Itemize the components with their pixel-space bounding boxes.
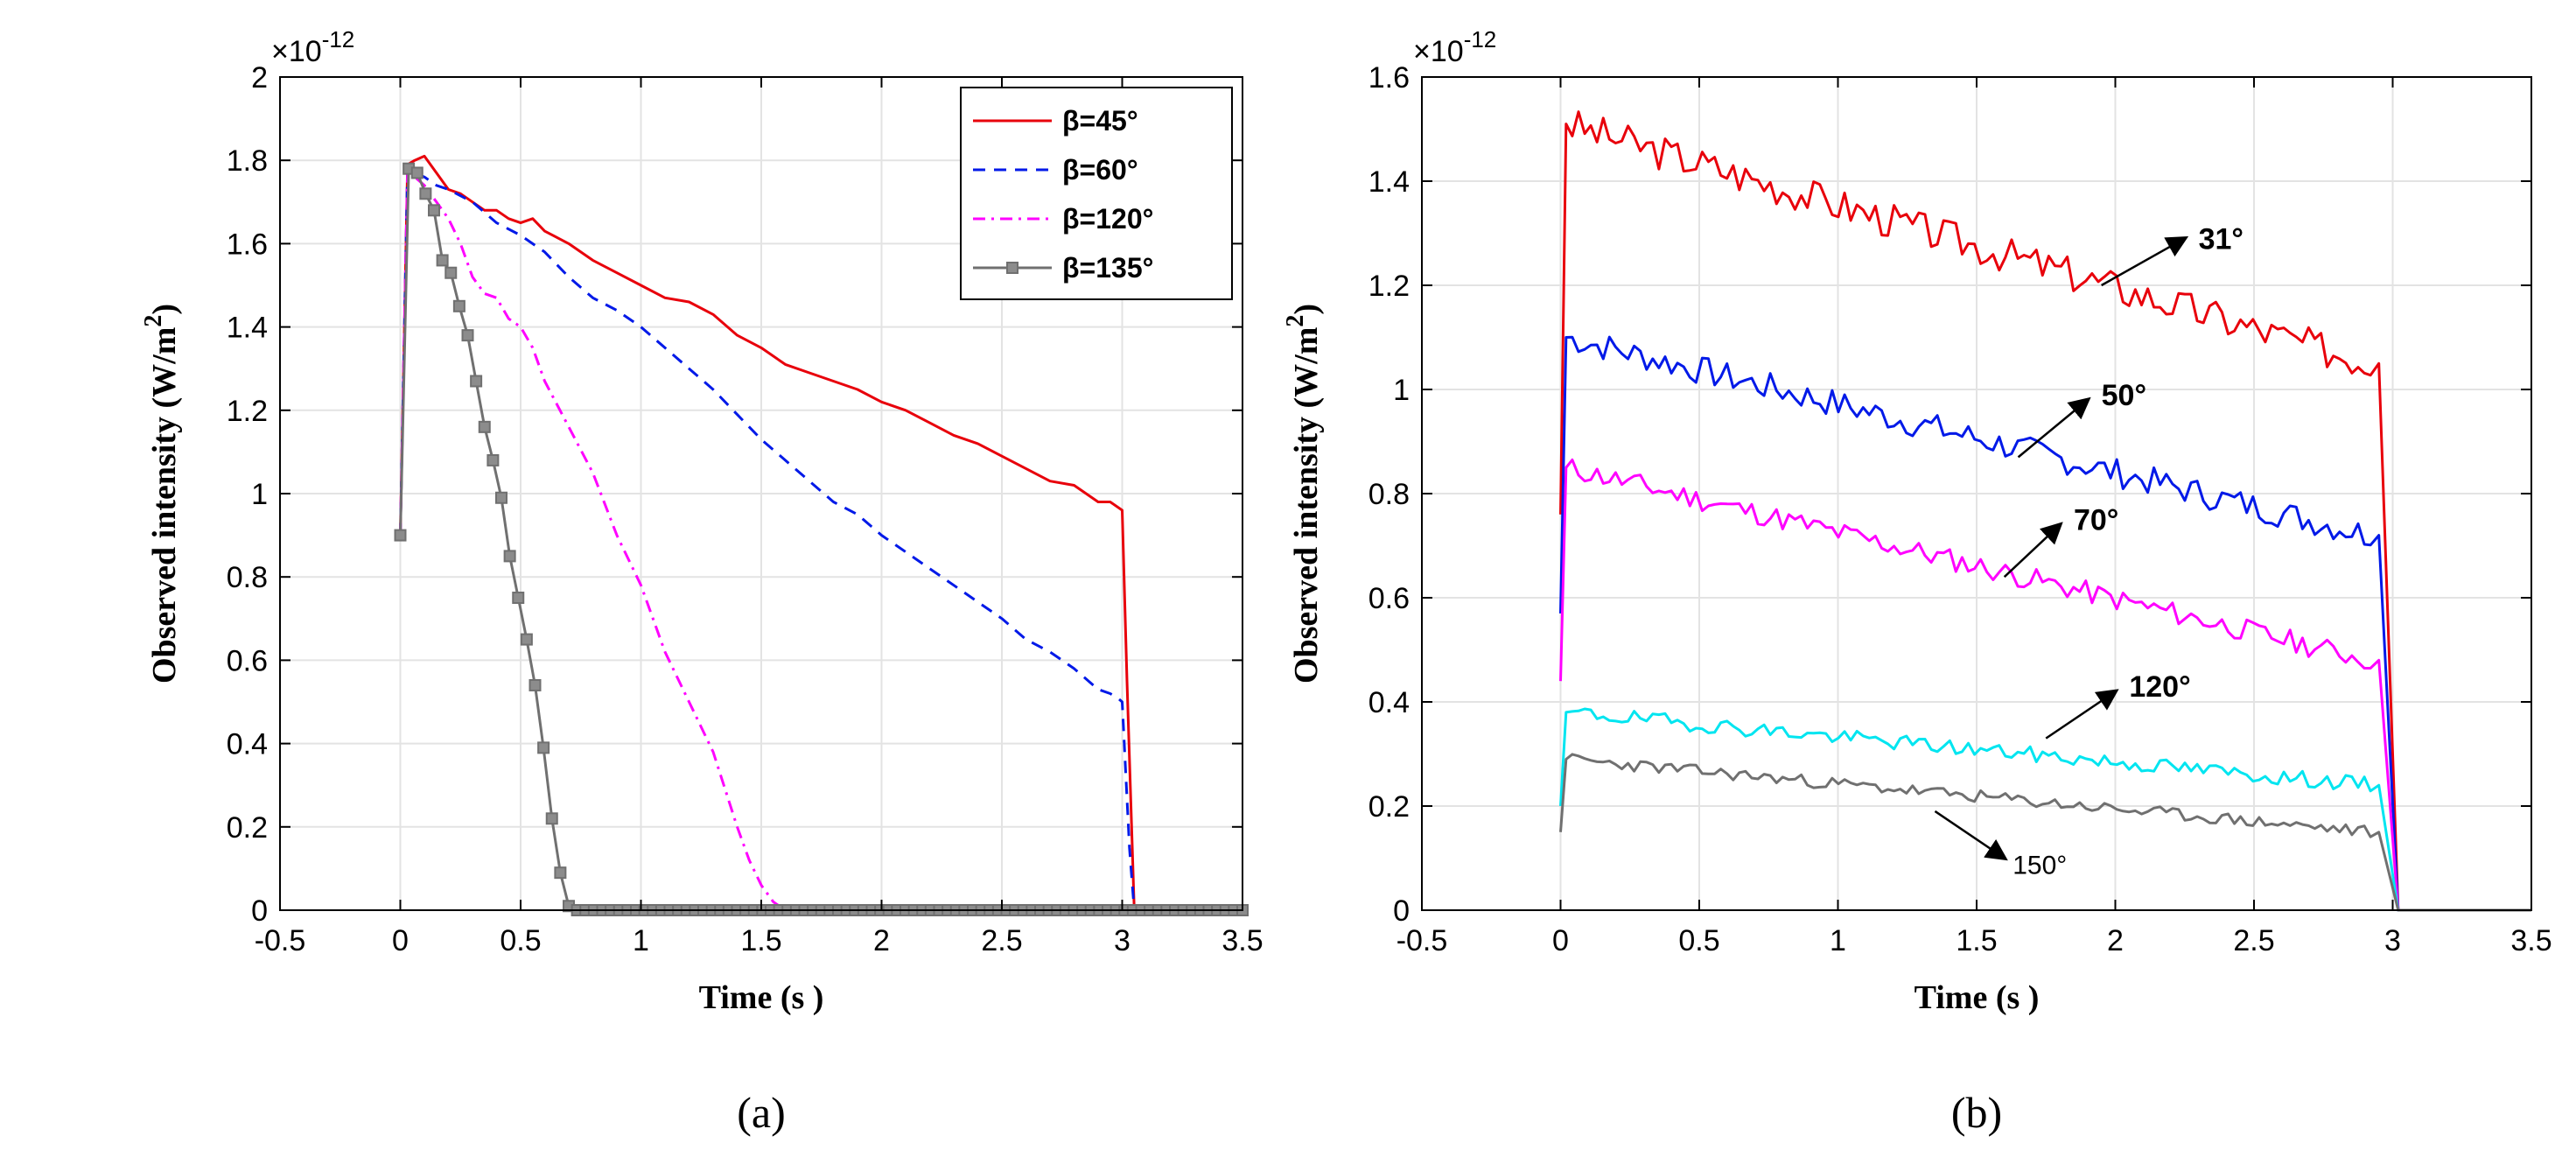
panel-a-grid	[279, 76, 1243, 911]
panel-a-legend-box	[960, 87, 1233, 300]
a-x-tick-label: 0	[392, 924, 409, 957]
a-y-tick-label: 1	[251, 478, 268, 511]
panel-a-series-line-1	[399, 167, 1136, 911]
panel-b-label: (b)	[1951, 1088, 2002, 1137]
panel-a-legend-label: β=45°	[1062, 105, 1138, 137]
b-x-tick-label: 2	[2107, 924, 2124, 957]
panel-a-series-marker	[470, 375, 483, 388]
panel-a-series-marker	[444, 266, 458, 279]
a-y-tick-label: 2	[251, 61, 268, 95]
panel-b-y-axis-title: Observed intensity (W/m2)	[1282, 304, 1325, 684]
a-x-tick-label: 1.5	[740, 924, 781, 957]
panel-a-series-marker	[428, 204, 440, 217]
panel-a-series-marker	[436, 254, 449, 267]
b-x-tick-label: 3	[2384, 924, 2401, 957]
panel-a-series-marker	[394, 529, 407, 542]
panel-a-legend-label: β=135°	[1062, 252, 1153, 284]
panel-a-legend-label: β=120°	[1062, 203, 1153, 235]
panel-a-series-marker	[520, 633, 533, 646]
panel-b-annotation-arrow	[1934, 810, 2008, 861]
b-x-tick-label: -0.5	[1396, 924, 1448, 957]
b-x-tick-label: 0	[1552, 924, 1569, 957]
panel-a-y-exponent: ×10-12	[271, 26, 354, 68]
b-x-tick-label: 2.5	[2233, 924, 2274, 957]
panel-a-legend-marker	[1006, 262, 1018, 274]
panel-a-series-marker	[410, 166, 424, 179]
panel-a-series-line-2	[399, 167, 798, 912]
a-y-tick-label: 0.6	[227, 644, 268, 677]
a-x-tick-label: 0.5	[500, 924, 541, 957]
a-y-tick-label: 0.4	[227, 728, 268, 761]
b-x-tick-label: 1	[1830, 924, 1846, 957]
a-x-tick-label: 3	[1114, 924, 1130, 957]
panel-a-series-marker	[528, 678, 542, 691]
b-y-tick-label: 0.6	[1368, 582, 1410, 615]
b-y-tick-label: 1.6	[1368, 61, 1410, 95]
panel-b-x-axis-title: Time (s )	[1914, 979, 2040, 1016]
panel-b-annotation-label: 70°	[2074, 504, 2118, 537]
panel-a-legend-label: β=60°	[1062, 154, 1138, 186]
panel-a-series-marker	[461, 329, 474, 342]
panel-b-chart: -0.5 0 0.5 1 1.5 2 2.5 3 3.500.20.40.60.811.21.4…	[1282, 26, 2552, 1137]
a-y-tick-label: 1.4	[227, 312, 268, 345]
b-x-tick-label: 1.5	[1956, 924, 1997, 957]
b-y-tick-label: 1	[1393, 374, 1410, 407]
a-x-tick-label: 3.5	[1222, 924, 1263, 957]
panel-b-annotation-arrow	[2003, 522, 2063, 579]
panel-a-ticks: -0.5 0 0.5 1 1.5 2 2.5 3 3.500.20.40.60.811.21.4…	[227, 61, 1264, 957]
a-y-tick-label: 1.6	[227, 228, 268, 261]
panel-b-annotation-arrow	[2017, 396, 2091, 459]
b-y-tick-label: 1.4	[1368, 165, 1410, 199]
panel-b-series-line-0	[1559, 110, 2531, 912]
panel-b-series-line-3	[1559, 707, 2531, 912]
panel-a-x-axis-title: Time (s )	[699, 979, 824, 1016]
panel-a-series-marker	[545, 812, 558, 825]
b-y-tick-label: 1.2	[1368, 270, 1410, 303]
panel-a-series-marker	[452, 299, 466, 312]
panel-b-series-line-4	[1559, 753, 2531, 912]
panel-a-series-marker	[419, 187, 432, 200]
panel-b-grid	[1421, 76, 2532, 911]
a-x-tick-label: 2.5	[981, 924, 1022, 957]
panel-a-series-marker	[478, 420, 491, 433]
a-y-tick-label: 1.8	[227, 144, 268, 178]
panel-a-chart: -0.5 0 0.5 1 1.5 2 2.5 3 3.500.20.40.60.811.21.4…	[140, 26, 1264, 1137]
panel-a-series-marker	[495, 491, 508, 504]
panel-a-series-marker	[486, 453, 500, 466]
b-x-tick-label: 0.5	[1678, 924, 1719, 957]
panel-b-annotation-label: 31°	[2199, 222, 2244, 256]
b-y-tick-label: 0.8	[1368, 478, 1410, 511]
a-y-tick-label: 1.2	[227, 395, 268, 428]
panel-a-label: (a)	[737, 1088, 786, 1137]
panel-b-annotation-label: 150°	[2012, 852, 2067, 880]
b-y-tick-label: 0	[1393, 894, 1410, 928]
a-y-tick-label: 0.2	[227, 811, 268, 845]
a-y-tick-label: 0.8	[227, 561, 268, 594]
panel-a-y-axis-title: Observed intensity (W/m2)	[140, 304, 183, 684]
panel-b-annotation-label: 50°	[2102, 379, 2146, 412]
b-y-tick-label: 0.4	[1368, 686, 1410, 719]
a-x-tick-label: 1	[633, 924, 649, 957]
b-x-tick-label: 3.5	[2510, 924, 2552, 957]
b-y-tick-label: 0.2	[1368, 790, 1410, 824]
panel-b-series	[1559, 110, 2531, 912]
panel-a-series-marker	[503, 550, 516, 563]
panel-b-annotation-arrow	[2045, 689, 2119, 740]
panel-b-annotation-arrow	[2101, 235, 2189, 287]
panel-a-series-marker	[512, 592, 525, 604]
panel-b-ticks: -0.5 0 0.5 1 1.5 2 2.5 3 3.500.20.40.60.811.21.4…	[1368, 61, 2552, 957]
panel-a-series-marker	[537, 741, 550, 754]
panel-b-y-exponent: ×10-12	[1413, 26, 1496, 68]
panel-b-series-line-2	[1559, 458, 2531, 912]
panel-a-series-line-0	[399, 154, 1136, 911]
panel-a-series-marker	[554, 866, 567, 880]
a-x-tick-label: 2	[873, 924, 890, 957]
panel-b-annotation-label: 120°	[2129, 670, 2190, 704]
panel-a-legend: β=45° β=60° β=120° β=135°	[960, 87, 1233, 300]
panel-b-series-line-1	[1559, 335, 2531, 912]
a-y-tick-label: 0	[251, 894, 268, 928]
a-x-tick-label: -0.5	[255, 924, 306, 957]
panel-b-annotations: 31° 50° 70° 120° 150°	[1934, 222, 2244, 880]
